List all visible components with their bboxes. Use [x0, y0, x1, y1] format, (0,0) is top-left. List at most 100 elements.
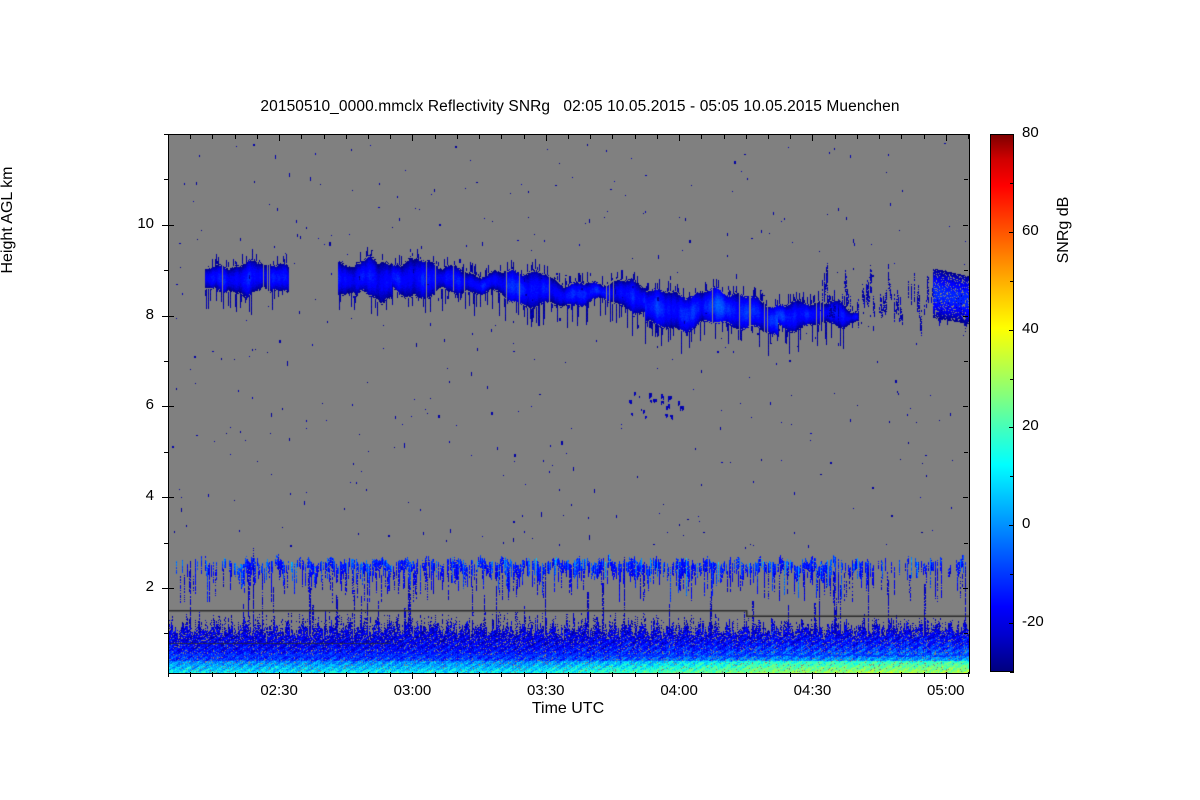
x-tick-top: [590, 135, 592, 139]
x-minor-tick: [256, 672, 258, 677]
x-tick-label: 04:30: [793, 682, 832, 699]
y-tick-inner: [169, 497, 174, 499]
y-minor-tick-right: [964, 361, 968, 362]
y-minor-tick: [164, 361, 168, 362]
x-tick-label: 05:00: [926, 682, 965, 699]
x-tick-top: [723, 135, 725, 139]
x-tick-label: 03:30: [526, 682, 565, 699]
x-minor-tick: [501, 672, 503, 677]
colorbar-tick: [1009, 623, 1014, 625]
x-tick-top: [945, 135, 947, 141]
y-tick-label: 2: [145, 578, 154, 595]
x-major-tick: [679, 672, 681, 679]
x-minor-tick: [301, 672, 303, 677]
x-tick-top: [656, 135, 658, 139]
x-minor-tick: [879, 672, 881, 677]
x-tick-top: [168, 135, 169, 139]
y-tick: [162, 224, 168, 226]
x-tick-top: [301, 135, 303, 139]
x-tick-label: 03:00: [393, 682, 432, 699]
x-minor-tick: [701, 672, 703, 677]
y-tick-inner: [169, 588, 174, 589]
colorbar-tick: [1009, 231, 1014, 233]
y-minor-tick-right: [964, 134, 968, 135]
y-tick: [162, 315, 168, 317]
x-tick-top: [323, 135, 325, 139]
x-tick-top: [190, 135, 192, 139]
colorbar-tick-label: 40: [1022, 319, 1039, 337]
x-tick-top: [368, 135, 369, 139]
y-tick-right: [963, 224, 968, 226]
x-minor-tick: [568, 672, 569, 677]
colorbar-minor-tick: [1010, 574, 1014, 576]
x-tick-top: [234, 135, 236, 139]
x-minor-tick: [168, 672, 169, 677]
x-tick-top: [612, 135, 614, 139]
colorbar-minor-tick: [1010, 476, 1014, 478]
x-tick-top: [345, 135, 347, 139]
colorbar-minor-tick: [1010, 378, 1014, 380]
x-minor-tick: [634, 672, 636, 677]
y-axis-label: Height AGL km: [0, 166, 16, 274]
x-minor-tick: [901, 672, 903, 677]
x-tick-top: [879, 135, 881, 139]
x-tick-top: [856, 135, 858, 139]
colorbar-minor-tick: [1010, 280, 1014, 282]
y-minor-tick: [164, 633, 168, 635]
x-minor-tick: [745, 672, 747, 677]
y-tick-inner: [169, 406, 174, 408]
x-minor-tick: [479, 672, 481, 677]
x-tick-top: [701, 135, 703, 139]
x-minor-tick: [856, 672, 858, 677]
x-minor-tick: [434, 672, 436, 677]
colorbar-tick: [1009, 427, 1014, 429]
x-minor-tick: [723, 672, 725, 677]
y-minor-tick: [164, 134, 168, 135]
y-tick-label: 6: [145, 396, 154, 414]
colorbar-tick: [1009, 329, 1014, 331]
colorbar-tick-label: -20: [1022, 613, 1044, 631]
y-minor-tick-right: [964, 270, 968, 272]
x-minor-tick: [790, 672, 792, 677]
reflectivity-heatmap: [169, 135, 969, 673]
x-tick-top: [745, 135, 747, 139]
y-tick: [162, 406, 168, 408]
y-minor-tick-right: [964, 633, 968, 635]
y-tick-right: [963, 588, 968, 589]
y-tick-label: 10: [137, 214, 154, 232]
y-tick-inner: [169, 224, 174, 226]
y-tick: [162, 497, 168, 499]
y-tick-inner: [169, 315, 174, 317]
x-tick-top: [679, 135, 681, 141]
x-tick-top: [456, 135, 458, 139]
x-tick-top: [501, 135, 503, 139]
x-minor-tick: [390, 672, 392, 677]
y-tick-right: [963, 406, 968, 408]
x-minor-tick: [456, 672, 458, 677]
x-tick-top: [901, 135, 903, 139]
y-minor-tick: [164, 542, 168, 544]
x-tick-top: [568, 135, 569, 139]
colorbar-title: SNRg dB: [1055, 196, 1072, 264]
x-minor-tick: [612, 672, 614, 677]
colorbar-minor-tick: [1010, 672, 1014, 673]
x-tick-top: [212, 135, 214, 139]
colorbar-tick-label: 0: [1022, 515, 1031, 533]
x-minor-tick: [234, 672, 236, 677]
x-tick-top: [812, 135, 814, 141]
y-tick-right: [963, 497, 968, 499]
colorbar-tick-label: 20: [1022, 417, 1039, 435]
x-tick-top: [256, 135, 258, 139]
x-minor-tick: [968, 672, 969, 677]
x-minor-tick: [345, 672, 347, 677]
x-minor-tick: [834, 672, 836, 677]
x-tick-top: [923, 135, 925, 139]
x-tick-top: [479, 135, 481, 139]
x-minor-tick: [212, 672, 214, 677]
y-minor-tick: [164, 270, 168, 272]
y-tick: [162, 588, 168, 589]
y-minor-tick-right: [964, 179, 968, 181]
x-minor-tick: [590, 672, 592, 677]
x-axis-label: Time UTC: [531, 700, 605, 717]
